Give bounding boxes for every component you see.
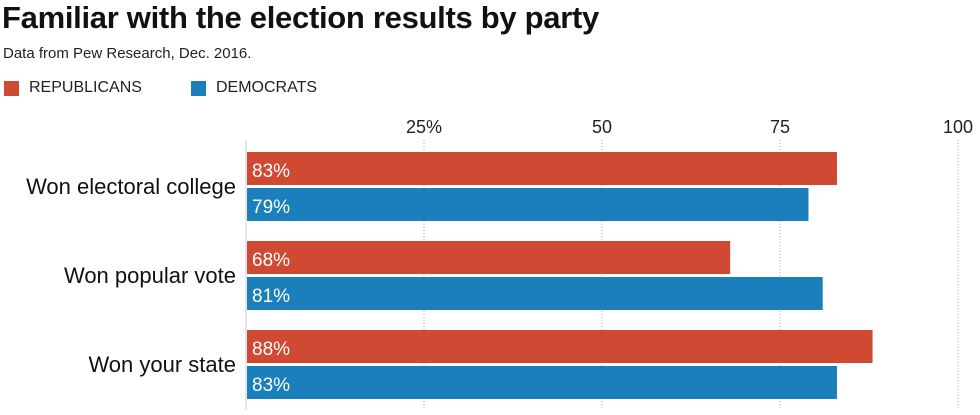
x-tick-label: 75 — [770, 117, 790, 137]
category-label: Won electoral college — [26, 174, 236, 199]
x-tick-label: 50 — [592, 117, 612, 137]
bar — [247, 188, 809, 221]
data-label: 79% — [252, 197, 290, 218]
data-label: 88% — [252, 339, 290, 360]
legend-swatch-republicans — [4, 80, 19, 96]
bar — [247, 241, 731, 274]
x-tick-label: 25% — [406, 117, 442, 137]
data-label: 83% — [252, 375, 290, 396]
legend-item-democrats: DEMOCRATS — [191, 79, 317, 97]
legend-swatch-democrats — [191, 80, 206, 96]
data-label: 81% — [252, 286, 290, 307]
bar — [247, 277, 823, 310]
data-label: 83% — [252, 161, 290, 182]
chart-title: Familiar with the election results by pa… — [2, 0, 599, 35]
x-tick-label: 100 — [943, 117, 973, 137]
chart-subtitle: Data from Pew Research, Dec. 2016. — [3, 45, 252, 62]
legend-item-republicans: REPUBLICANS — [4, 79, 142, 97]
category-label: Won popular vote — [64, 263, 236, 288]
data-label: 68% — [252, 250, 290, 271]
bar — [247, 366, 837, 399]
category-label: Won your state — [88, 352, 236, 377]
bar — [247, 152, 837, 185]
legend-label-republicans: REPUBLICANS — [29, 79, 142, 96]
legend-label-democrats: DEMOCRATS — [216, 79, 318, 96]
bar — [247, 330, 873, 363]
